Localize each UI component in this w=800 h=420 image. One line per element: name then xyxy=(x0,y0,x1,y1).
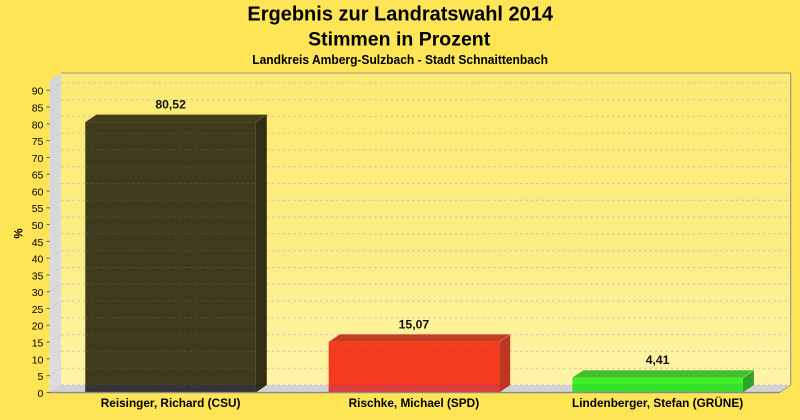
svg-text:30: 30 xyxy=(32,287,44,299)
svg-text:Ergebnis zur Landratswahl 2014: Ergebnis zur Landratswahl 2014 xyxy=(247,4,554,26)
svg-text:75: 75 xyxy=(32,136,44,148)
svg-text:55: 55 xyxy=(32,203,44,215)
svg-text:15,07: 15,07 xyxy=(399,317,430,331)
svg-text:20: 20 xyxy=(32,321,44,333)
svg-text:65: 65 xyxy=(32,170,44,182)
svg-text:Landkreis Amberg-Sulzbach - St: Landkreis Amberg-Sulzbach - Stadt Schnai… xyxy=(252,53,548,68)
svg-text:25: 25 xyxy=(32,304,44,316)
svg-text:50: 50 xyxy=(32,220,44,232)
svg-text:35: 35 xyxy=(32,270,44,282)
svg-text:4,41: 4,41 xyxy=(646,353,670,367)
svg-text:15: 15 xyxy=(32,338,44,350)
svg-text:Lindenberger, Stefan (GRÜNE): Lindenberger, Stefan (GRÜNE) xyxy=(572,396,743,410)
svg-text:0: 0 xyxy=(38,388,44,400)
svg-text:%: % xyxy=(13,228,25,238)
svg-text:Stimmen in Prozent: Stimmen in Prozent xyxy=(308,29,491,51)
svg-text:80,52: 80,52 xyxy=(155,98,186,112)
svg-text:60: 60 xyxy=(32,186,44,198)
svg-text:70: 70 xyxy=(32,153,44,165)
svg-text:Reisinger, Richard (CSU): Reisinger, Richard (CSU) xyxy=(101,396,241,410)
svg-text:80: 80 xyxy=(32,119,44,131)
svg-text:85: 85 xyxy=(32,103,44,115)
svg-text:40: 40 xyxy=(32,254,44,266)
svg-text:5: 5 xyxy=(38,371,44,383)
svg-text:45: 45 xyxy=(32,237,44,249)
svg-text:10: 10 xyxy=(32,354,44,366)
svg-text:Rischke, Michael (SPD): Rischke, Michael (SPD) xyxy=(349,396,480,410)
svg-text:90: 90 xyxy=(32,86,44,98)
